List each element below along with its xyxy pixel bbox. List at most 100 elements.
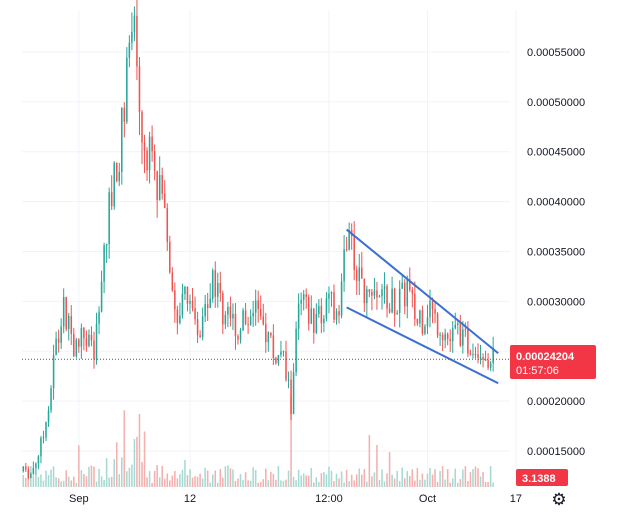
volume-bar <box>32 475 35 487</box>
x-tick-label: Sep <box>69 493 89 505</box>
last-price-badge: 0.00024204 01:57:06 <box>510 345 596 379</box>
volume-bar <box>37 476 40 487</box>
candle-body <box>136 15 138 67</box>
candle-body <box>115 162 118 182</box>
candle-body <box>73 333 75 357</box>
candle-body <box>80 327 83 347</box>
volume-bar <box>282 480 285 487</box>
volume-bar <box>126 471 128 487</box>
candle-body <box>318 305 320 314</box>
candle-body <box>368 289 371 293</box>
candle-body <box>355 269 358 281</box>
candle-body <box>217 283 219 297</box>
candle-body <box>474 354 477 356</box>
volume-bar <box>477 468 479 487</box>
candle-body <box>315 313 318 333</box>
candle-body <box>262 316 265 325</box>
candle-body <box>414 293 416 319</box>
candle-body <box>118 171 121 182</box>
candle-body <box>222 293 224 325</box>
candle-body <box>459 323 462 346</box>
volume-bar <box>310 468 313 487</box>
candle-body <box>113 162 115 207</box>
candle-body <box>320 305 323 324</box>
volume-bar <box>110 476 113 487</box>
volume-bar <box>398 481 401 487</box>
candle-body <box>169 241 171 273</box>
candle-body <box>451 328 454 342</box>
y-tick-label: 0.00050000 <box>527 97 585 109</box>
volume-bar <box>206 470 209 487</box>
volume-bar <box>209 482 211 487</box>
candle-body <box>492 347 494 364</box>
gear-icon[interactable]: ⚙ <box>551 490 567 509</box>
candle-body <box>60 326 62 343</box>
volume-bar <box>487 481 489 487</box>
candle-body <box>403 282 406 307</box>
volume-bar <box>148 471 151 487</box>
candle-body <box>138 66 141 113</box>
candle-body <box>411 289 414 294</box>
candle-body <box>484 359 487 361</box>
candle-body <box>386 286 388 309</box>
volume-bar <box>153 470 156 487</box>
candle-body <box>237 336 239 340</box>
volume-bar <box>123 410 126 487</box>
volume-bar <box>199 473 201 487</box>
candle-body <box>348 229 350 250</box>
volume-bar <box>439 471 441 487</box>
candle-body <box>227 306 229 315</box>
candle-body <box>47 410 50 422</box>
candle-body <box>143 142 146 151</box>
candle-body <box>176 309 179 324</box>
volume-bars <box>22 395 494 487</box>
candle-body <box>146 150 148 171</box>
candle-body <box>429 300 431 318</box>
candle-body <box>244 310 247 325</box>
candle-body <box>50 388 52 411</box>
volume-bar <box>424 479 426 487</box>
volume-bar <box>57 478 60 487</box>
candle-body <box>366 289 368 304</box>
volume-bar <box>451 478 454 487</box>
candle-body <box>343 249 345 282</box>
volume-bar <box>186 475 189 487</box>
candle-body <box>252 312 254 317</box>
candle-body <box>381 289 383 297</box>
candle-body <box>259 308 262 317</box>
volume-bar <box>234 480 237 487</box>
volume-bar <box>169 480 171 487</box>
volume-bar <box>280 480 282 487</box>
volume-bar <box>179 474 181 487</box>
volume-bar <box>302 473 305 487</box>
volume-bar <box>323 471 325 487</box>
candle-body <box>388 308 391 313</box>
volume-bar <box>307 475 310 487</box>
y-tick-label: 0.00040000 <box>527 197 585 209</box>
candle-body <box>161 175 163 194</box>
volume-bar <box>469 472 472 487</box>
volume-bar <box>285 479 287 487</box>
falling-wedge-lines[interactable] <box>345 228 499 385</box>
volume-bar <box>83 474 85 487</box>
candle-body <box>287 379 290 381</box>
candle-body <box>171 272 174 291</box>
candle-body <box>310 308 313 324</box>
volume-bar <box>267 480 270 487</box>
volume-bar <box>275 479 277 487</box>
candle-body <box>444 333 446 341</box>
candle-body <box>209 298 211 308</box>
candle-body <box>219 283 222 294</box>
volume-bar <box>70 480 73 487</box>
volume-bar <box>161 465 163 487</box>
candle-body <box>37 456 40 464</box>
volume-bar <box>42 480 45 487</box>
candle-body <box>98 311 100 324</box>
candle-body <box>32 467 35 474</box>
candle-body <box>90 334 93 341</box>
volume-bar <box>50 469 52 487</box>
candle-body <box>482 357 484 360</box>
volume-bar <box>300 475 302 487</box>
candle-body <box>131 31 133 43</box>
